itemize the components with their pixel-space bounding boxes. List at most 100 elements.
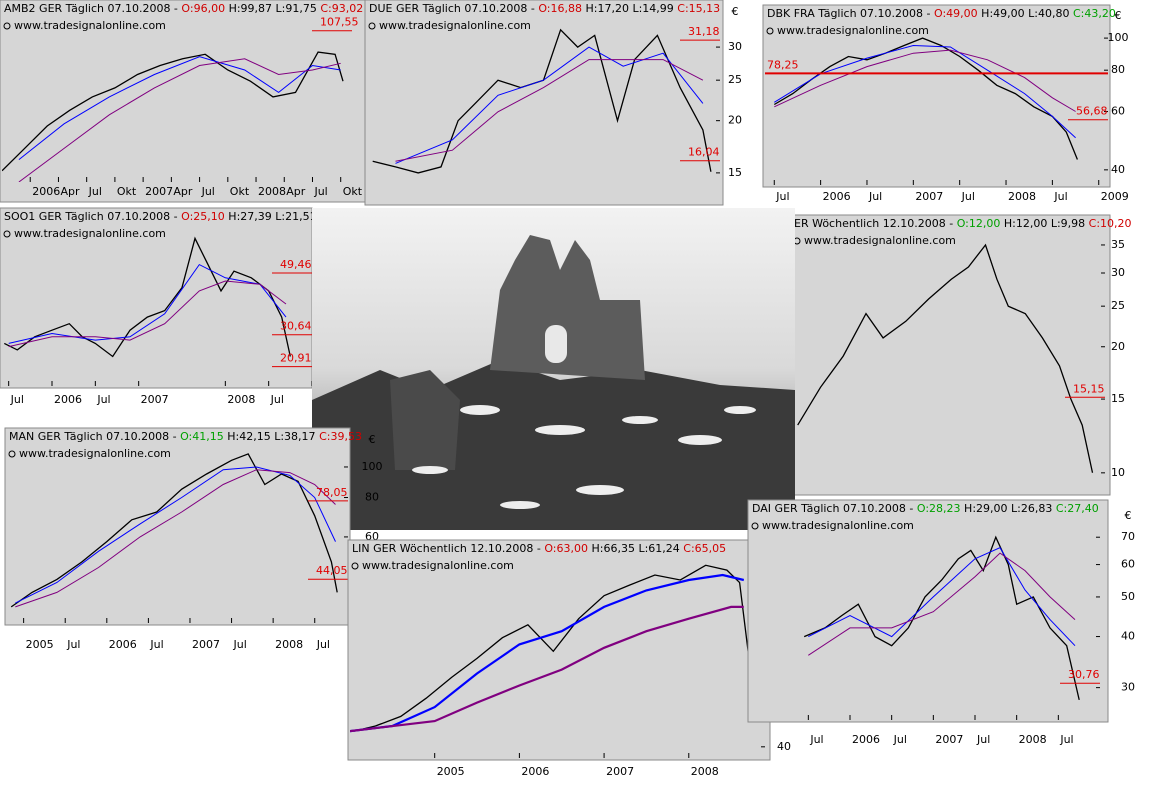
y-tick-label: 40 bbox=[1121, 630, 1135, 643]
chart-header: DAI GER Täglich 07.10.2008 - O:28,23 H:2… bbox=[752, 502, 1099, 515]
level-label: 30,64 bbox=[280, 320, 312, 333]
y-tick-label: 30 bbox=[728, 40, 742, 53]
header-part: LIN GER Wöchentlich 12.10.2008 - bbox=[352, 542, 544, 555]
level-label: 78,25 bbox=[767, 58, 799, 71]
y-tick-label: 60 bbox=[1121, 558, 1135, 571]
panel-background bbox=[789, 214, 1111, 496]
currency-label: € bbox=[732, 5, 739, 18]
header-part: DAI GER Täglich 07.10.2008 - bbox=[752, 502, 917, 515]
y-tick-label: 20 bbox=[1111, 340, 1125, 353]
moving-average bbox=[18, 56, 341, 160]
level-label: 16,04 bbox=[688, 146, 720, 159]
x-tick-label: 2008 bbox=[691, 765, 719, 778]
x-tick-label: 2007 bbox=[915, 190, 943, 203]
x-tick-label: Okt bbox=[343, 185, 363, 198]
price-line bbox=[773, 37, 1079, 160]
moving-average bbox=[15, 466, 336, 604]
header-part: H:29,00 L:26,83 bbox=[961, 502, 1056, 515]
x-tick-label: 2006 bbox=[521, 765, 549, 778]
panel-background bbox=[4, 427, 351, 626]
moving-average bbox=[774, 44, 1076, 139]
y-tick-label: 30 bbox=[1121, 681, 1135, 694]
x-tick-label: Jul bbox=[149, 638, 163, 651]
moving-average bbox=[8, 280, 287, 348]
chart-header: ER Wöchentlich 12.10.2008 - O:12,00 H:12… bbox=[794, 217, 1132, 230]
x-tick-label: Jul bbox=[233, 638, 247, 651]
x-tick-label: Jul bbox=[96, 393, 110, 406]
site-url: www.tradesignalonline.com bbox=[14, 227, 166, 240]
x-tick-label: 2009 bbox=[1101, 190, 1129, 203]
x-tick-label: 2006 bbox=[109, 638, 137, 651]
panel-background bbox=[0, 0, 366, 203]
ruin-photo bbox=[312, 208, 795, 530]
x-tick-label: 2007 bbox=[606, 765, 634, 778]
y-tick-label: 20 bbox=[728, 114, 742, 127]
moving-average bbox=[15, 469, 336, 608]
header-part: H:27,39 L:21,51 bbox=[225, 210, 320, 223]
currency-label: € bbox=[369, 433, 376, 446]
site-url: www.tradesignalonline.com bbox=[379, 19, 531, 32]
header-part: H:42,15 L:38,17 bbox=[224, 430, 319, 443]
x-tick-label: Jul bbox=[316, 638, 330, 651]
level-label: 78,05 bbox=[316, 486, 348, 499]
x-tick-label: 2008 bbox=[258, 185, 286, 198]
moving-average bbox=[18, 58, 341, 182]
level-label: 30,76 bbox=[1068, 668, 1100, 681]
x-tick-label: 2008 bbox=[275, 638, 303, 651]
y-tick-label: 10 bbox=[1111, 466, 1125, 479]
site-url: www.tradesignalonline.com bbox=[804, 234, 956, 247]
currency-label: € bbox=[1125, 509, 1132, 522]
site-icon bbox=[766, 27, 774, 35]
x-tick-label: Okt bbox=[230, 185, 250, 198]
site-icon bbox=[368, 22, 376, 30]
x-tick-label: Apr bbox=[173, 185, 193, 198]
panel-background bbox=[0, 207, 313, 389]
price-line bbox=[372, 28, 712, 174]
header-part: MAN GER Täglich 07.10.2008 - bbox=[9, 430, 180, 443]
header-part: O:25,10 bbox=[181, 210, 225, 223]
price-line bbox=[354, 564, 749, 732]
header-part: H:49,00 L:40,80 bbox=[978, 7, 1073, 20]
price-line bbox=[10, 453, 338, 608]
site-icon bbox=[751, 522, 759, 530]
x-tick-label: 2008 bbox=[1008, 190, 1036, 203]
header-part: DUE GER Täglich 07.10.2008 - bbox=[369, 2, 538, 15]
y-tick-label: 100 bbox=[362, 460, 383, 473]
y-tick-label: 35 bbox=[1111, 238, 1125, 251]
header-part: C:27,40 bbox=[1056, 502, 1099, 515]
header-part: C:15,13 bbox=[677, 2, 720, 15]
header-part: O:49,00 bbox=[934, 7, 978, 20]
x-tick-label: Jul bbox=[1059, 733, 1073, 746]
rubble bbox=[312, 360, 795, 530]
site-icon bbox=[3, 22, 11, 30]
x-tick-label: Jul bbox=[270, 393, 284, 406]
chart-panel: LIN GER Wöchentlich 12.10.2008 - O:63,00… bbox=[347, 539, 791, 778]
y-tick-label: 50 bbox=[1121, 590, 1135, 603]
chart-panel: DAI GER Täglich 07.10.2008 - O:28,23 H:2… bbox=[747, 499, 1135, 746]
x-tick-label: 2007 bbox=[192, 638, 220, 651]
header-part: H:99,87 L:91,75 bbox=[225, 2, 320, 15]
site-icon bbox=[351, 562, 359, 570]
chart-header: AMB2 GER Täglich 07.10.2008 - O:96,00 H:… bbox=[4, 2, 363, 15]
chart-panel: AMB2 GER Täglich 07.10.2008 - O:96,00 H:… bbox=[0, 0, 366, 203]
moving-average bbox=[808, 552, 1076, 656]
y-tick-label: 15 bbox=[728, 166, 742, 179]
x-tick-label: Jul bbox=[313, 185, 327, 198]
site-url: www.tradesignalonline.com bbox=[762, 519, 914, 532]
header-part: C:65,05 bbox=[683, 542, 726, 555]
x-tick-label: 2006 bbox=[32, 185, 60, 198]
moving-average bbox=[350, 605, 744, 733]
site-url: www.tradesignalonline.com bbox=[777, 24, 929, 37]
moving-average bbox=[8, 263, 287, 344]
x-tick-label: Jul bbox=[868, 190, 882, 203]
header-part: H:66,35 L:61,24 bbox=[588, 542, 683, 555]
header-part: AMB2 GER Täglich 07.10.2008 - bbox=[4, 2, 181, 15]
level-label: 56,68 bbox=[1076, 105, 1108, 118]
site-icon bbox=[3, 230, 11, 238]
panel-background bbox=[747, 499, 1109, 723]
x-tick-label: Jul bbox=[775, 190, 789, 203]
header-part: O:41,15 bbox=[180, 430, 224, 443]
x-tick-label: 2006 bbox=[54, 393, 82, 406]
x-tick-label: 2007 bbox=[141, 393, 169, 406]
